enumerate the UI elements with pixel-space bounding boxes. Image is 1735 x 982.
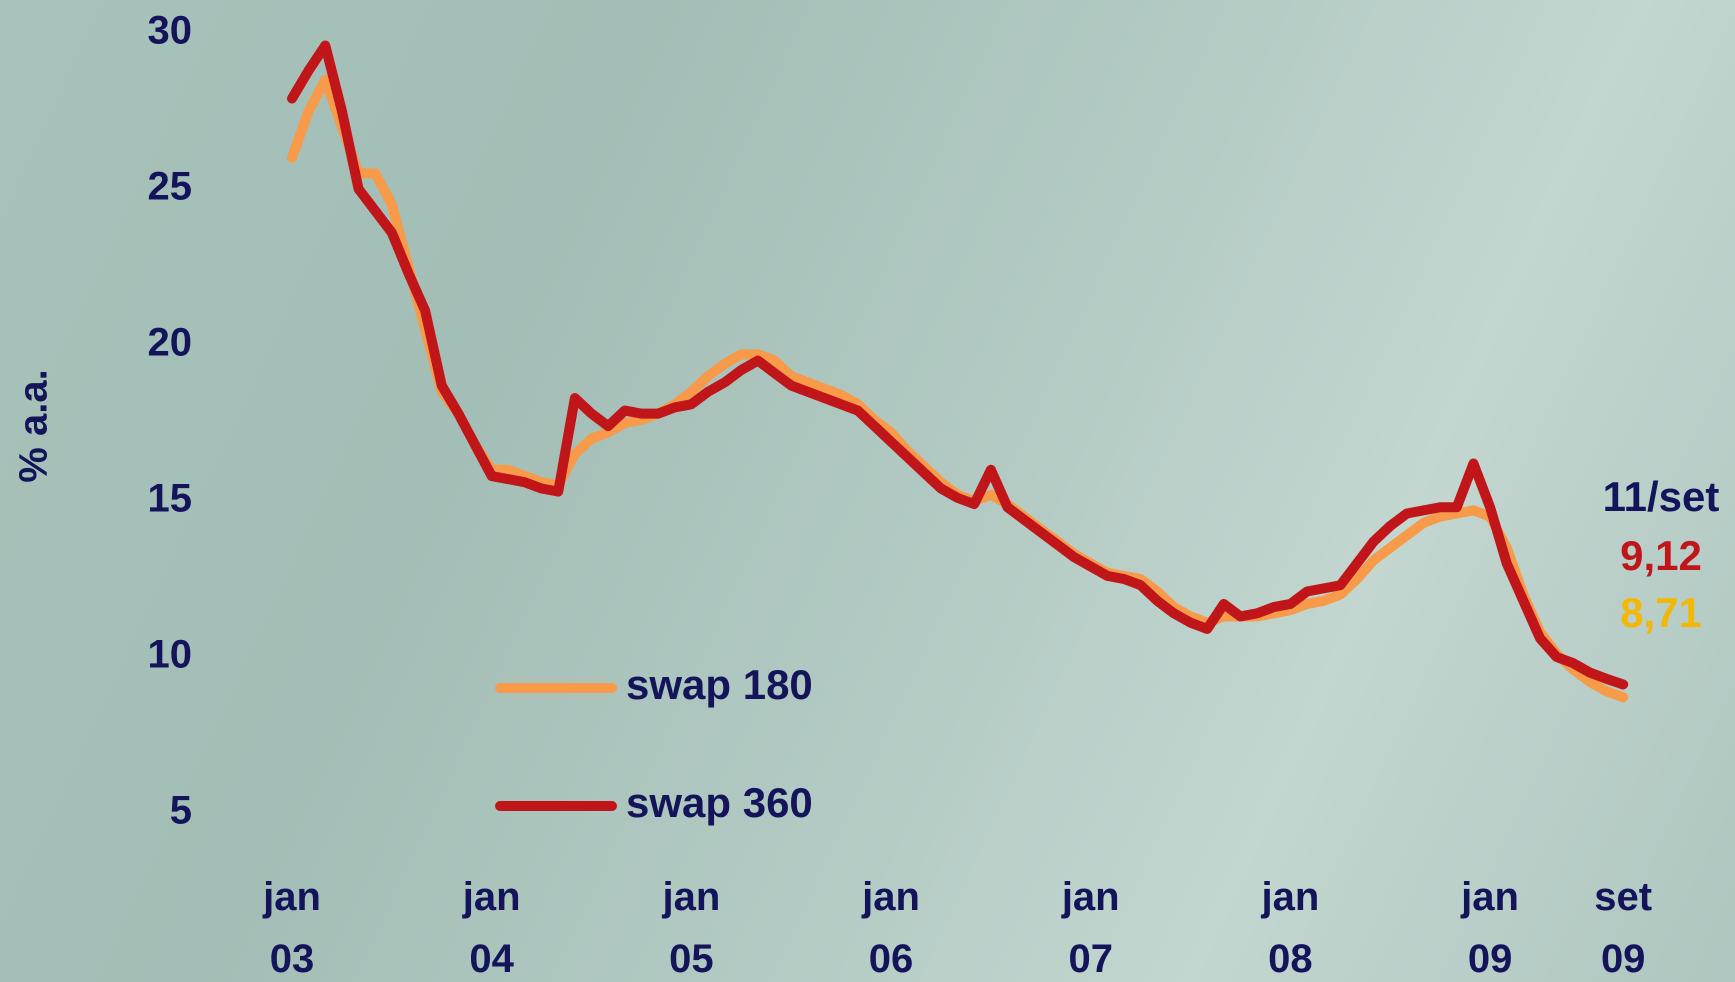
y-tick-label: 30 bbox=[148, 9, 193, 53]
y-tick-label: 15 bbox=[148, 477, 193, 521]
x-tick-label: jan 06 bbox=[862, 875, 920, 981]
end-value-label: 9,12 bbox=[1620, 532, 1702, 579]
legend-label: swap 180 bbox=[626, 661, 813, 708]
x-tick-label: jan 07 bbox=[1061, 875, 1120, 981]
x-tick-label: jan 04 bbox=[462, 875, 521, 981]
legend-label: swap 360 bbox=[626, 779, 813, 826]
series-line bbox=[287, 40, 1629, 690]
y-tick-label: 20 bbox=[148, 321, 193, 365]
x-tick-label: set 09 bbox=[1594, 875, 1653, 981]
y-tick-label: 5 bbox=[170, 789, 192, 833]
series-line bbox=[287, 74, 1629, 703]
x-tick-label: jan 03 bbox=[263, 875, 321, 981]
annotation-date: 11/set bbox=[1603, 473, 1720, 520]
y-axis-label: % a.a. bbox=[12, 369, 56, 482]
x-tick-label: jan 08 bbox=[1261, 875, 1320, 981]
y-tick-label: 25 bbox=[148, 165, 193, 209]
x-tick-label: jan 09 bbox=[1461, 875, 1519, 981]
y-tick-label: 10 bbox=[148, 633, 193, 677]
end-value-label: 8,71 bbox=[1620, 589, 1702, 636]
x-tick-label: jan 05 bbox=[662, 875, 721, 981]
